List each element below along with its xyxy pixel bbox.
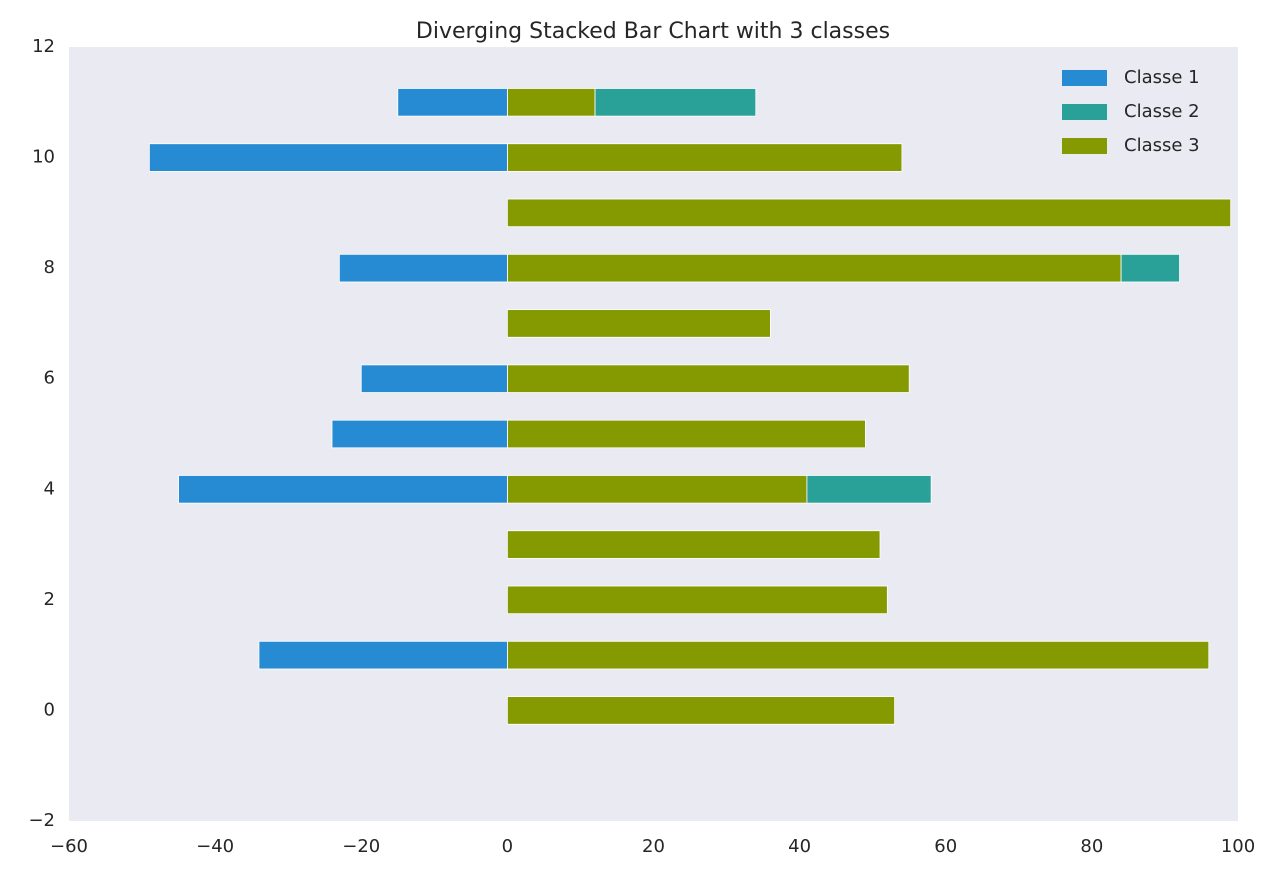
legend-label: Classe 1 [1124,67,1200,88]
y-tick-label: 4 [44,478,55,499]
x-tick-label: 100 [1221,836,1255,857]
bar [506,253,1122,283]
bar [506,198,1232,228]
bar [506,309,771,338]
bar [506,696,896,725]
x-tick-label: 0 [502,836,513,857]
legend-label: Classe 2 [1124,101,1200,122]
bar [148,143,508,172]
bar [397,88,508,117]
bar [258,640,508,670]
x-tick-label: 20 [642,836,665,857]
y-tick-label: 0 [44,699,55,720]
legend-swatch [1062,104,1107,120]
bar [178,475,508,504]
y-tick-label: 10 [32,147,55,168]
y-tick-label: 2 [44,589,55,610]
legend-swatch [1062,138,1107,154]
x-tick-label: 40 [788,836,811,857]
y-tick-label: −2 [28,810,55,831]
x-tick-label: −60 [50,836,88,857]
bar [506,419,866,449]
bar [506,364,910,393]
bar [506,143,903,172]
bar [360,364,508,393]
bar [506,585,888,615]
y-tick-label: 8 [44,257,55,278]
x-tick-label: −20 [342,836,380,857]
bar [1120,253,1180,283]
x-tick-label: 60 [934,836,957,857]
chart-title: Diverging Stacked Bar Chart with 3 class… [416,19,890,44]
legend-label: Classe 3 [1124,135,1200,156]
legend-swatch [1062,70,1107,86]
bar [506,88,596,117]
y-tick-label: 12 [32,36,55,57]
bar [806,475,932,504]
bar [338,253,508,283]
bar [594,88,757,117]
bar [331,419,508,449]
bar [506,530,881,559]
x-tick-label: 80 [1080,836,1103,857]
y-tick-label: 6 [44,368,55,389]
bar [506,640,1210,670]
bar [506,475,808,504]
x-tick-label: −40 [196,836,234,857]
